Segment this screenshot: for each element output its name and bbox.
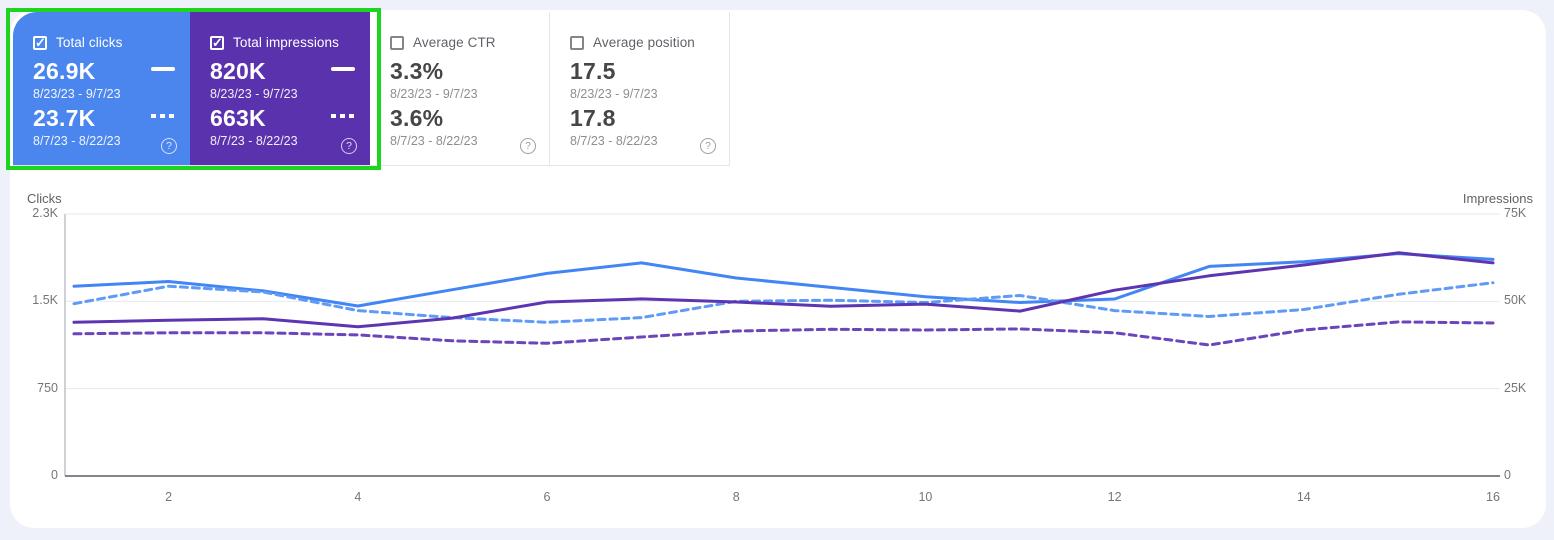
checkbox-checked-icon[interactable] <box>33 35 47 51</box>
card-label: Average CTR <box>413 35 496 50</box>
help-icon[interactable]: ? <box>341 138 357 154</box>
impressions-axis-tick: 25K <box>1504 380 1527 395</box>
clicks-axis-tick: 1.5K <box>32 293 58 308</box>
checkbox-unchecked-icon[interactable] <box>570 35 584 50</box>
card-label: Total impressions <box>233 35 339 50</box>
help-icon[interactable]: ? <box>700 138 716 154</box>
clicks-axis-title: Clicks <box>27 191 62 206</box>
checkbox-checked-icon[interactable] <box>210 35 224 51</box>
series-line-dashed-left <box>72 281 1495 324</box>
x-axis-tick: 10 <box>918 490 933 504</box>
help-icon[interactable]: ? <box>520 138 536 154</box>
series-line-dashed-right <box>72 320 1495 347</box>
series-line-solid-right <box>72 251 1495 329</box>
impressions-axis-title: Impressions <box>1462 191 1533 206</box>
x-axis-tick: 14 <box>1296 490 1311 504</box>
solid-line-legend-icon <box>151 67 175 71</box>
clicks-axis-tick: 0 <box>51 468 58 482</box>
impressions-axis-tick: 50K <box>1504 293 1527 308</box>
previous-range: 8/7/23 - 8/22/23 <box>33 134 121 148</box>
x-axis-tick: 4 <box>354 490 362 504</box>
help-icon[interactable]: ? <box>161 138 177 154</box>
previous-range: 8/7/23 - 8/22/23 <box>210 134 298 148</box>
checkbox-unchecked-icon[interactable] <box>390 35 404 50</box>
x-axis-tick: 6 <box>543 490 551 504</box>
card-total-impressions[interactable]: Total impressions 820K 8/23/23 - 9/7/23 … <box>190 12 370 166</box>
current-range: 8/23/23 - 9/7/23 <box>33 87 121 101</box>
previous-range: 8/7/23 - 8/22/23 <box>390 134 478 148</box>
previous-range: 8/7/23 - 8/22/23 <box>570 134 658 148</box>
current-range: 8/23/23 - 9/7/23 <box>390 87 478 101</box>
x-axis-tick: 8 <box>732 490 740 504</box>
card-label: Total clicks <box>56 35 123 50</box>
x-axis-tick: 16 <box>1486 490 1500 504</box>
card-total-clicks[interactable]: Total clicks 26.9K 8/23/23 - 9/7/23 23.7… <box>13 12 190 166</box>
solid-line-legend-icon <box>331 67 355 71</box>
current-value: 820K <box>210 58 266 84</box>
card-label: Average position <box>593 35 695 50</box>
card-average-position[interactable]: Average position 17.5 8/23/23 - 9/7/23 1… <box>550 12 730 166</box>
current-value: 17.5 <box>570 58 616 84</box>
dashed-line-legend-icon <box>331 114 355 118</box>
impressions-axis-tick: 0 <box>1504 468 1511 482</box>
clicks-axis-tick: 750 <box>37 380 58 395</box>
previous-value: 663K <box>210 105 266 131</box>
x-axis-tick: 2 <box>165 490 173 504</box>
series-line-solid-left <box>72 252 1495 308</box>
card-average-ctr[interactable]: Average CTR 3.3% 8/23/23 - 9/7/23 3.6% 8… <box>370 12 550 166</box>
current-range: 8/23/23 - 9/7/23 <box>570 87 658 101</box>
dashed-line-legend-icon <box>151 114 175 118</box>
current-range: 8/23/23 - 9/7/23 <box>210 87 298 101</box>
previous-value: 23.7K <box>33 105 96 131</box>
impressions-axis-tick: 75K <box>1504 206 1527 220</box>
previous-value: 3.6% <box>390 105 444 131</box>
clicks-axis-tick: 2.3K <box>32 206 58 220</box>
current-value: 26.9K <box>33 58 96 84</box>
x-axis-tick: 12 <box>1107 490 1122 504</box>
previous-value: 17.8 <box>570 105 616 131</box>
current-value: 3.3% <box>390 58 444 84</box>
